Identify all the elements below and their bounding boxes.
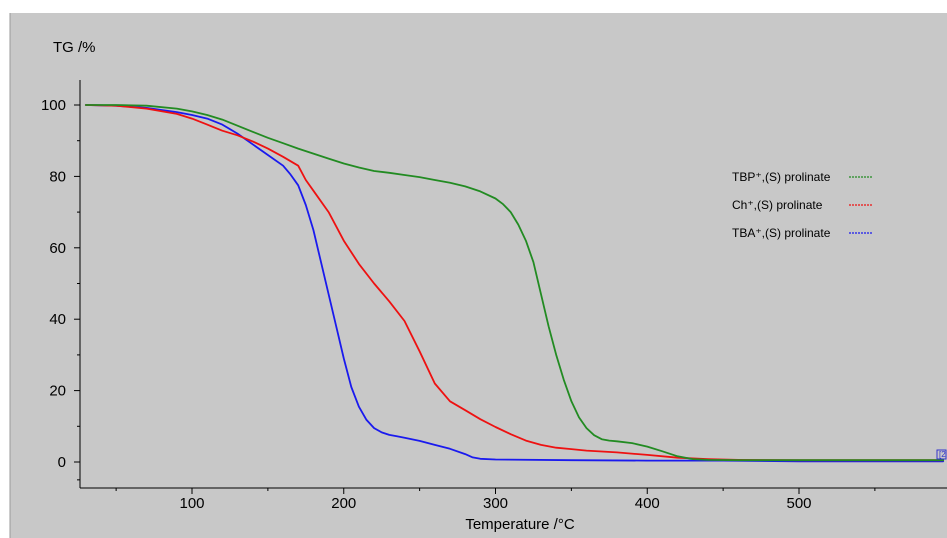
x-tick-label: 300 [483,495,508,512]
plot-background [10,13,947,538]
corner-marker: [2 [939,450,946,459]
series-line-2 [84,104,945,463]
legend-label: Ch⁺,(S) prolinate [732,198,823,212]
y-axis-title: TG /% [53,39,96,56]
series-line-0 [84,104,945,462]
y-tick-label: 20 [49,383,66,400]
series-lines [84,104,945,463]
legend-label: TBA⁺,(S) prolinate [732,226,831,240]
x-tick-label: 100 [179,495,204,512]
x-tick-label: 400 [635,495,660,512]
y-tick-label: 80 [49,168,66,185]
x-ticks: 100 200 300 400 500 [115,488,876,512]
y-tick-label: 60 [49,240,66,257]
y-tick-label: 0 [58,454,66,471]
y-ticks: 0 20 40 60 80 100 [41,97,80,481]
legend: TBP⁺,(S) prolinate Ch⁺,(S) prolinate TBA⁺,… [732,170,873,240]
legend-label: TBP⁺,(S) prolinate [732,170,831,184]
y-tick-label: 40 [49,311,66,328]
x-tick-label: 500 [786,495,811,512]
y-tick-label: 100 [41,97,66,114]
series-line-1 [84,104,945,462]
x-axis-title: Temperature /°C [465,516,575,533]
x-tick-label: 200 [331,495,356,512]
corner-marker-box [936,449,947,460]
